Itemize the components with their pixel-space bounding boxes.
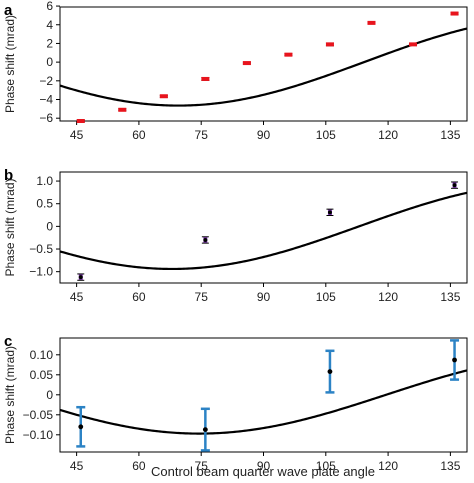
x-tick-label: 45 — [70, 290, 84, 304]
data-point — [202, 427, 208, 432]
panel-label-a: a — [4, 2, 13, 19]
data-point — [78, 424, 84, 430]
y-tick-label: 6 — [46, 0, 53, 13]
y-tick-label: 0 — [46, 55, 53, 69]
y-tick-label: 0.10 — [30, 348, 54, 362]
y-tick-label: 2 — [46, 36, 53, 50]
y-tick-label: −6 — [39, 111, 53, 125]
data-point — [78, 275, 83, 280]
x-tick-label: 90 — [257, 128, 271, 142]
shared-x-axis-label: Control beam quarter wave plate angle — [151, 464, 375, 479]
x-tick-label: 60 — [132, 290, 146, 304]
x-tick-label: 135 — [440, 128, 460, 142]
fit-curve — [59, 27, 468, 107]
data-point — [367, 20, 376, 25]
data-point — [201, 76, 210, 81]
data-point — [242, 61, 251, 66]
y-tick-label: 4 — [46, 18, 53, 32]
x-tick-label: 120 — [378, 128, 398, 142]
y-tick-label: −2 — [39, 74, 53, 88]
data-point — [159, 94, 168, 99]
y-axis-label: Phase shift (mrad) — [3, 15, 17, 113]
data-point — [452, 357, 457, 363]
panel-label-b: b — [4, 167, 13, 184]
x-tick-label: 75 — [195, 459, 209, 473]
y-tick-label: −4 — [39, 93, 53, 107]
data-point — [327, 210, 332, 215]
x-tick-label: 90 — [257, 290, 271, 304]
x-tick-label: 135 — [440, 459, 460, 473]
data-point — [203, 237, 208, 242]
x-tick-label: 105 — [316, 459, 336, 473]
x-tick-label: 45 — [70, 128, 84, 142]
panel-label-c: c — [4, 333, 12, 350]
x-tick-label: 135 — [440, 290, 460, 304]
x-tick-label: 105 — [316, 290, 336, 304]
x-tick-label: 105 — [316, 128, 336, 142]
y-tick-label: 0.05 — [30, 368, 54, 382]
y-tick-label: 1.0 — [36, 174, 53, 188]
y-tick-label: −0.5 — [29, 242, 53, 256]
data-point — [284, 52, 293, 57]
data-point — [325, 42, 334, 47]
fit-curve — [59, 369, 468, 435]
x-tick-label: 120 — [378, 459, 398, 473]
y-tick-label: −0.05 — [23, 408, 54, 422]
data-point — [76, 119, 85, 123]
y-tick-label: 0 — [46, 388, 53, 402]
x-tick-label: 60 — [132, 459, 146, 473]
x-tick-label: 60 — [132, 128, 146, 142]
y-tick-label: 0.5 — [36, 197, 53, 211]
x-tick-label: 75 — [195, 128, 209, 142]
x-tick-label: 90 — [257, 459, 271, 473]
y-tick-label: −0.10 — [23, 428, 54, 442]
data-point — [118, 107, 127, 112]
y-axis-label: Phase shift (mrad) — [3, 346, 17, 444]
data-point — [450, 11, 459, 16]
data-point — [452, 183, 457, 188]
x-tick-label: 45 — [70, 459, 84, 473]
x-tick-label: 75 — [195, 290, 209, 304]
y-tick-label: 0 — [46, 219, 53, 233]
y-tick-label: −1.0 — [29, 265, 53, 279]
x-tick-label: 120 — [378, 290, 398, 304]
y-axis-label: Phase shift (mrad) — [3, 178, 17, 276]
fit-curve — [59, 191, 468, 271]
data-point — [409, 42, 418, 47]
data-point — [327, 369, 333, 374]
